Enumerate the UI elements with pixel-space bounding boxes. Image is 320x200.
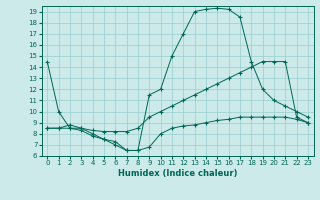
X-axis label: Humidex (Indice chaleur): Humidex (Indice chaleur): [118, 169, 237, 178]
